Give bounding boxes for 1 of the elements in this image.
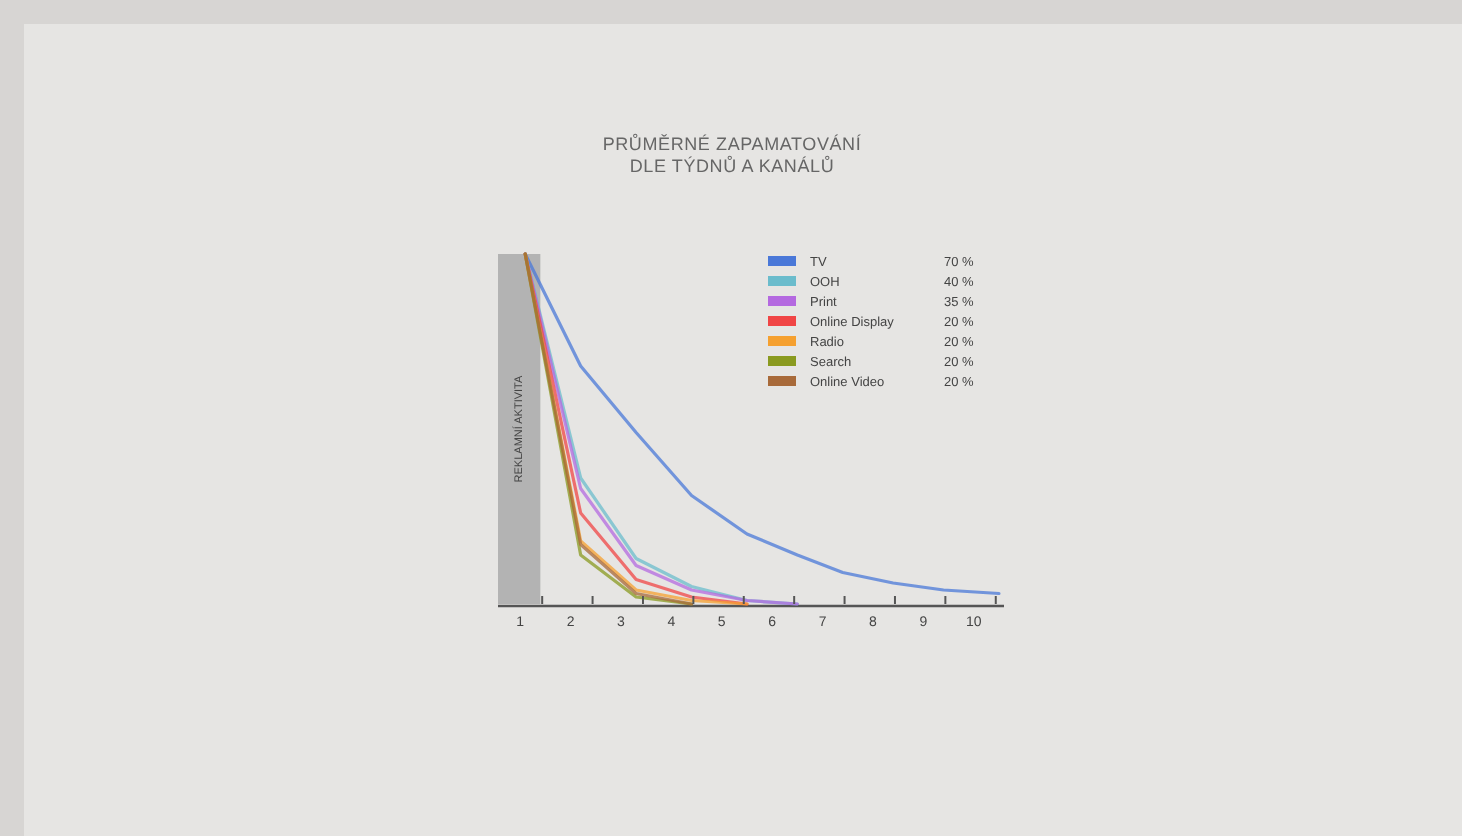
chart-title: PRŮMĚRNÉ ZAPAMATOVÁNÍ DLE TÝDNŮ A KANÁLŮ bbox=[602, 132, 862, 176]
